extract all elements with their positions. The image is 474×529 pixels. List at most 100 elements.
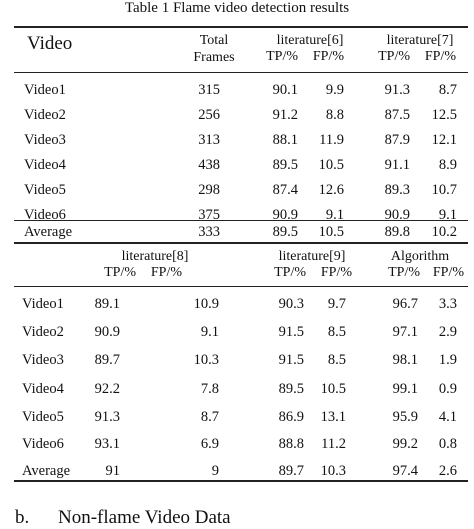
table2-header-lit8-tp: TP/%: [104, 265, 136, 280]
table2-cell-algorithm-tp: 98.1: [392, 352, 418, 368]
table1-cell-lit6-fp: 10.5: [318, 224, 344, 240]
table1-header-video: Video: [27, 33, 73, 54]
table2-cell-algorithm-tp: 97.4: [392, 463, 418, 479]
table2-cell-algorithm-tp: 95.9: [392, 409, 418, 425]
table2-cell-lit8-fp: 9.1: [200, 324, 219, 340]
table1-bottom-rule: [14, 242, 468, 244]
table2-cell-lit8-tp: 90.9: [94, 324, 120, 340]
table1-cell-total-frames: 333: [198, 224, 220, 240]
table1-cell-lit6-tp: 90.1: [272, 82, 298, 98]
table1-cell-lit7-fp: 9.1: [438, 207, 457, 223]
table1-cell-lit7-fp: 12.5: [431, 107, 457, 123]
table2-cell-lit8-tp: 92.2: [94, 381, 120, 397]
table1-cell-video-name: Video2: [24, 107, 66, 123]
table1-cell-total-frames: 315: [198, 82, 220, 98]
table2-cell-video-name: Video3: [22, 352, 64, 368]
table-caption: Table 1 Flame video detection results: [124, 0, 350, 16]
table2-cell-lit8-fp: 7.8: [200, 381, 219, 397]
table1-cell-lit7-fp: 10.7: [431, 182, 457, 198]
table2-cell-lit9-tp: 88.8: [278, 436, 304, 452]
table1-header-lit6-fp: FP/%: [312, 49, 344, 64]
table2-cell-lit9-fp: 9.7: [327, 296, 346, 312]
table1-cell-lit6-tp: 88.1: [272, 132, 298, 148]
table1-cell-lit6-fp: 12.6: [318, 182, 344, 198]
table1-cell-lit7-tp: 89.3: [384, 182, 410, 198]
table1-cell-lit7-fp: 12.1: [431, 132, 457, 148]
table2-header-lit9: literature[9]: [278, 249, 346, 264]
table1-header-lit6-tp: TP/%: [266, 49, 298, 64]
table1-cell-lit7-tp: 87.5: [384, 107, 410, 123]
table1-cell-lit6-tp: 89.5: [272, 157, 298, 173]
table1-header-lit7: literature[7]: [386, 33, 454, 48]
table1-header-lit6: literature[6]: [276, 33, 344, 48]
table2-header-lit8-fp: FP/%: [150, 265, 182, 280]
table1-cell-lit6-tp: 90.9: [272, 207, 298, 223]
table1-cell-lit7-fp: 10.2: [431, 224, 457, 240]
table2-bottom-rule: [14, 480, 468, 482]
table1-cell-total-frames: 313: [198, 132, 220, 148]
table1-cell-lit6-fp: 8.8: [325, 107, 344, 123]
table2-cell-lit9-tp: 90.3: [278, 296, 304, 312]
table1-cell-lit6-fp: 9.9: [325, 82, 344, 98]
table2-cell-algorithm-fp: 2.6: [438, 463, 457, 479]
table2-cell-lit9-tp: 89.7: [278, 463, 304, 479]
table2-cell-video-name: Video4: [22, 381, 64, 397]
table1-cell-lit7-tp: 91.3: [384, 82, 410, 98]
table1-cell-total-frames: 298: [198, 182, 220, 198]
table1-cell-lit6-fp: 9.1: [325, 207, 344, 223]
table1-cell-lit6-tp: 89.5: [272, 224, 298, 240]
table1-average-rule: [14, 220, 468, 221]
table1-cell-lit7-tp: 89.8: [384, 224, 410, 240]
table2-cell-lit8-tp: 89.7: [94, 352, 120, 368]
table1-header-lit7-fp: FP/%: [424, 49, 456, 64]
table1-cell-video-name: Video5: [24, 182, 66, 198]
table2-cell-algorithm-fp: 0.9: [438, 381, 457, 397]
table2-header-lit9-tp: TP/%: [274, 265, 306, 280]
table2-cell-lit9-tp: 89.5: [278, 381, 304, 397]
table2-cell-video-name: Video2: [22, 324, 64, 340]
table2-cell-algorithm-tp: 97.1: [392, 324, 418, 340]
table2-cell-lit8-fp: 9: [211, 463, 219, 479]
table1-cell-video-name: Video6: [24, 207, 66, 223]
table1-cell-lit6-tp: 87.4: [272, 182, 298, 198]
table1-cell-total-frames: 256: [198, 107, 220, 123]
table1-cell-total-frames: 375: [198, 207, 220, 223]
table2-cell-lit9-fp: 8.5: [327, 324, 346, 340]
table2-cell-video-name: Average: [22, 463, 71, 479]
table2-cell-algorithm-tp: 99.1: [392, 381, 418, 397]
table1-cell-lit6-fp: 10.5: [318, 157, 344, 173]
table2-cell-lit9-fp: 10.5: [320, 381, 346, 397]
table2-cell-algorithm-fp: 4.1: [438, 409, 457, 425]
table2-cell-lit9-fp: 8.5: [327, 352, 346, 368]
table2-cell-lit9-fp: 13.1: [320, 409, 346, 425]
table2-header-algorithm: Algorithm: [390, 249, 450, 264]
table1-cell-lit6-tp: 91.2: [272, 107, 298, 123]
table2-cell-lit8-fp: 10.3: [193, 352, 219, 368]
table1-header-total-frames: Total Frames: [193, 33, 235, 65]
table1-cell-video-name: Video4: [24, 157, 66, 173]
table2-cell-lit8-tp: 89.1: [94, 296, 120, 312]
table2-cell-lit9-tp: 91.5: [278, 352, 304, 368]
section-marker: b.: [15, 507, 30, 528]
table2-header-algorithm-fp: FP/%: [432, 265, 464, 280]
table1-cell-lit6-fp: 11.9: [319, 132, 344, 148]
table2-cell-video-name: Video6: [22, 436, 64, 452]
table1-cell-video-name: Average: [24, 224, 73, 240]
table2-header-lit9-fp: FP/%: [320, 265, 352, 280]
table2-header-algorithm-tp: TP/%: [388, 265, 420, 280]
table1-header-rule: [14, 72, 468, 73]
table2-cell-algorithm-fp: 2.9: [438, 324, 457, 340]
table1-cell-lit7-tp: 91.1: [384, 157, 410, 173]
table2-cell-lit9-fp: 11.2: [321, 436, 346, 452]
table2-cell-video-name: Video1: [22, 296, 64, 312]
table1-cell-lit7-tp: 87.9: [384, 132, 410, 148]
section-heading: Non-flame Video Data: [58, 507, 231, 528]
table2-cell-lit8-tp: 93.1: [94, 436, 120, 452]
table2-cell-lit9-tp: 86.9: [278, 409, 304, 425]
table2-cell-lit9-fp: 10.3: [320, 463, 346, 479]
table1-header-lit7-tp: TP/%: [378, 49, 410, 64]
table2-cell-lit8-fp: 6.9: [200, 436, 219, 452]
table1-top-rule: [14, 26, 468, 28]
table2-header-rule: [14, 286, 468, 287]
table1-cell-video-name: Video1: [24, 82, 66, 98]
